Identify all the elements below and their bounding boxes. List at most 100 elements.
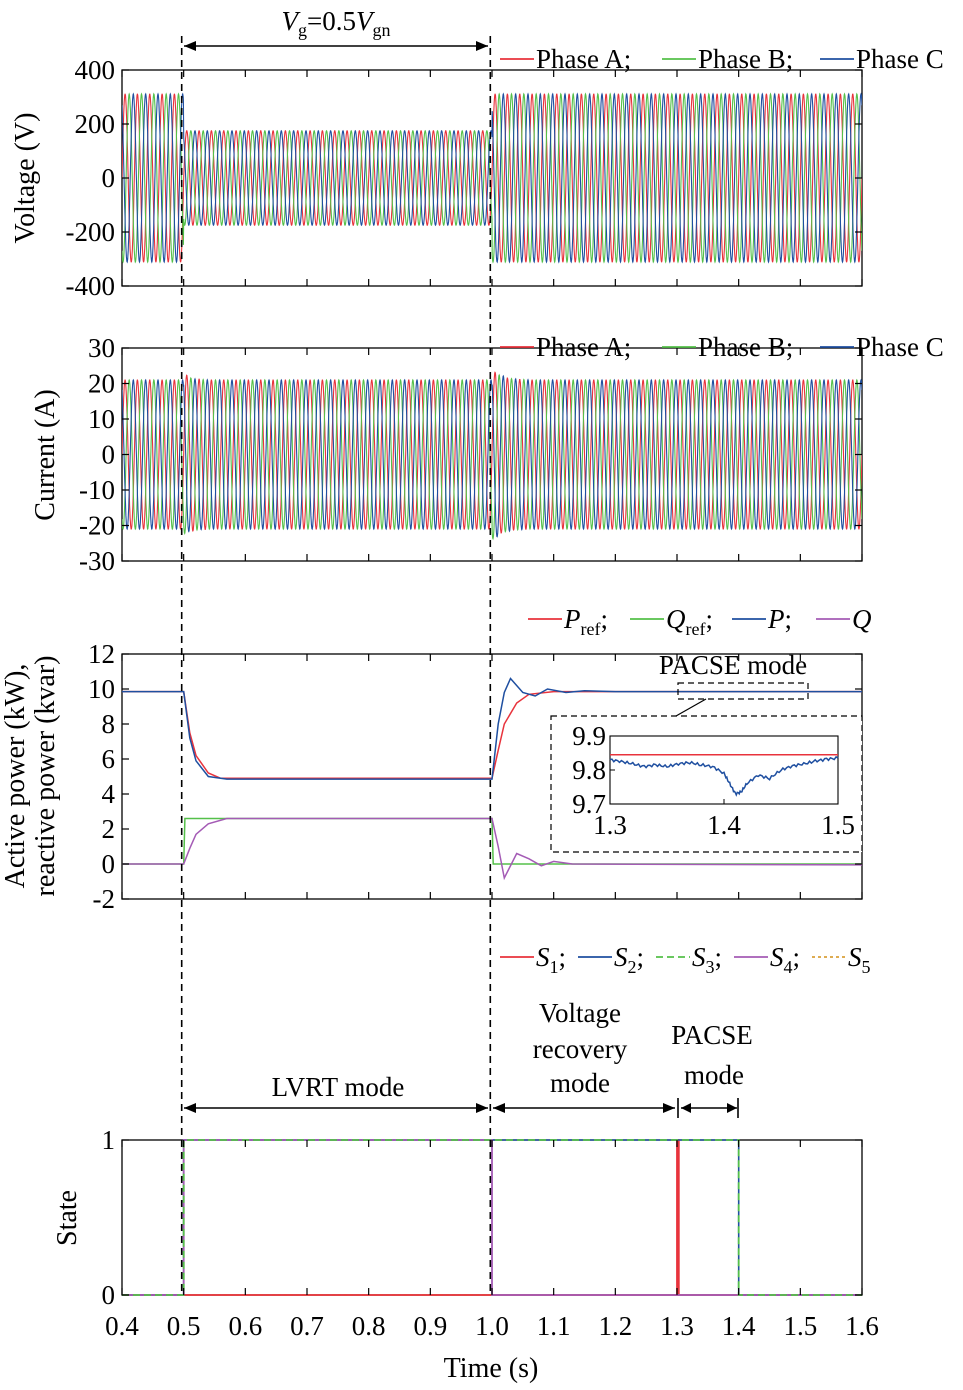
state-panel: 1 00.4 0.5 0.6 0.7 0.8 0.9 1.0 1.1 1.2 1.3 1.4 1.5 1.…	[52, 1125, 879, 1384]
current-tick-label: -20	[79, 511, 115, 541]
voltage-y-ticks: 400 200 0 -200 -400	[66, 55, 863, 301]
inset-ticks: 9.9 9.8 9.71.3 1.4 1.5	[572, 721, 855, 840]
voltage-tick-label: -400	[66, 271, 116, 301]
pacse-inset-label: PACSE mode	[659, 650, 807, 680]
legend-label: Pref;	[563, 604, 608, 639]
q-line	[122, 817, 862, 881]
power-lines	[122, 677, 862, 881]
x-tick-label: 0.6	[228, 1311, 262, 1341]
s4-state-line	[122, 1139, 862, 1296]
voltage-recovery-line3: mode	[550, 1068, 610, 1098]
current-panel: 30 20 10 0 -10 -20 -30 Current (A)	[30, 333, 863, 576]
pacse-mode-line1: PACSE	[671, 1020, 753, 1050]
legend-label: S1;	[536, 942, 566, 977]
legend-label: Phase A;	[536, 332, 631, 362]
pacse-mode-line2: mode	[684, 1060, 744, 1090]
power-tick-label: 6	[102, 744, 116, 774]
legend-label: Phase A;	[536, 44, 631, 74]
x-tick-label: 0.4	[105, 1311, 139, 1341]
power-tick-label: 12	[88, 639, 115, 669]
voltage-y-axis-label: Voltage (V)	[10, 113, 41, 244]
legend-label: S5	[848, 942, 871, 977]
legend-label: Phase B;	[698, 44, 793, 74]
x-tick-label: 1.3	[660, 1311, 694, 1341]
power-legend: Pref; Qref; P; Q	[528, 604, 872, 639]
voltage-recovery-line1: Voltage	[539, 998, 621, 1028]
phase-c-current-line	[122, 374, 862, 538]
state-tick-label: 0	[102, 1280, 116, 1310]
mode-annotations: LVRT mode Voltage recovery mode PACSE mo…	[184, 998, 753, 1118]
current-tick-label: -10	[79, 475, 115, 505]
inset-y-tick-label: 9.8	[572, 755, 606, 785]
phase-b-voltage-line	[122, 92, 862, 264]
voltage-tick-label: 400	[75, 55, 116, 85]
legend-label: Q	[852, 604, 872, 634]
current-tick-label: 20	[88, 369, 115, 399]
current-y-ticks: 30 20 10 0 -10 -20 -30	[79, 333, 863, 576]
x-axis-label: Time (s)	[444, 1353, 539, 1384]
voltage-legend: Phase A; Phase B; Phase C	[500, 44, 944, 74]
power-panel: 12 10 8 6 4 2 0 -2 Active power (kW), reactive …	[0, 639, 863, 914]
inset-p-line	[609, 755, 839, 797]
state-ticks: 1 00.4 0.5 0.6 0.7 0.8 0.9 1.0 1.1 1.2 1.3 1.4 1.5 1.…	[102, 1125, 879, 1341]
current-legend: Phase A; Phase B; Phase C	[500, 332, 944, 362]
x-tick-label: 1.4	[722, 1311, 756, 1341]
legend-label: Phase B;	[698, 332, 793, 362]
inset-y-tick-label: 9.9	[572, 721, 606, 751]
x-tick-label: 1.5	[783, 1311, 817, 1341]
inset-x-tick-label: 1.5	[821, 810, 855, 840]
current-tick-label: -30	[79, 546, 115, 576]
legend-label: Phase C	[856, 332, 944, 362]
x-tick-label: 0.8	[352, 1311, 386, 1341]
vg-annotation: Vg=0.5Vgn	[184, 6, 488, 51]
state-y-axis-label: State	[52, 1190, 83, 1246]
current-waveforms	[122, 371, 862, 541]
voltage-panel: 400 200 0 -200 -400 Voltage (V)	[10, 55, 863, 301]
pacse-zoom-box	[677, 682, 809, 700]
current-tick-label: 0	[102, 440, 116, 470]
inset-box	[550, 715, 863, 853]
state-lines	[122, 1139, 862, 1296]
inset-lines	[609, 753, 839, 797]
pacse-zoom-connector	[675, 698, 707, 717]
p-line	[122, 677, 862, 780]
current-tick-label: 30	[88, 333, 115, 363]
voltage-tick-label: -200	[66, 217, 116, 247]
s3-state-line	[122, 1139, 862, 1296]
power-tick-label: 10	[88, 674, 115, 704]
legend-label: S3;	[692, 942, 722, 977]
legend-label: P;	[767, 604, 792, 634]
lvrt-label: LVRT mode	[272, 1072, 405, 1102]
x-tick-label: 0.9	[413, 1311, 447, 1341]
inset-x-tick-label: 1.3	[593, 810, 627, 840]
voltage-waveforms	[122, 92, 862, 264]
power-y-axis-label-line2: reactive power (kvar)	[30, 656, 61, 897]
current-y-axis-label: Current (A)	[30, 389, 61, 520]
legend-label: Qref;	[666, 604, 713, 639]
power-y-ticks: 12 10 8 6 4 2 0 -2	[88, 639, 863, 914]
vg-label: Vg=0.5Vgn	[282, 6, 391, 40]
legend-label: S4;	[770, 942, 800, 977]
voltage-tick-label: 0	[102, 163, 116, 193]
power-tick-label: 2	[102, 814, 116, 844]
x-tick-label: 0.7	[290, 1311, 324, 1341]
power-tick-label: 4	[102, 779, 116, 809]
phase-b-current-line	[122, 373, 862, 541]
power-y-axis-label-line1: Active power (kW),	[0, 664, 31, 889]
legend-label: S2;	[614, 942, 644, 977]
inset-x-tick-label: 1.4	[707, 810, 741, 840]
x-tick-label: 1.2	[598, 1311, 632, 1341]
power-tick-label: 8	[102, 709, 116, 739]
x-tick-label: 0.5	[167, 1311, 201, 1341]
power-tick-label: -2	[93, 884, 116, 914]
x-tick-label: 1.0	[475, 1311, 509, 1341]
phase-a-voltage-line	[122, 93, 862, 263]
state-tick-label: 1	[102, 1125, 116, 1155]
power-tick-label: 0	[102, 849, 116, 879]
inset-y-tick-label: 9.7	[572, 789, 606, 819]
x-tick-label: 1.1	[537, 1311, 571, 1341]
voltage-tick-label: 200	[75, 109, 116, 139]
x-tick-label: 1.6	[845, 1311, 879, 1341]
legend-label: Phase C	[856, 44, 944, 74]
